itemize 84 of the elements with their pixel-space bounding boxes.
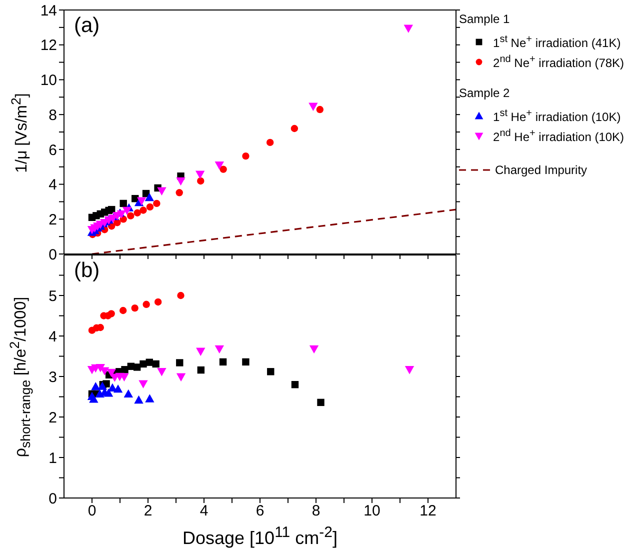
legend-label: 2$^{nd}$ Ne$^{+}$ irradiation (78K) xyxy=(493,54,624,70)
point xyxy=(153,200,160,208)
point xyxy=(131,304,138,312)
x-tick-label: 2 xyxy=(144,502,152,520)
point xyxy=(154,298,162,306)
point xyxy=(157,368,166,376)
point xyxy=(291,381,299,388)
y-tick-label: 14 xyxy=(40,2,57,20)
point xyxy=(220,166,227,173)
point xyxy=(108,310,115,318)
y-tick-label: 10 xyxy=(40,72,57,90)
point xyxy=(152,360,160,368)
y-tick-label: 8 xyxy=(48,106,57,124)
point xyxy=(121,366,128,374)
point xyxy=(214,345,224,354)
point xyxy=(290,124,298,132)
point xyxy=(120,200,127,208)
point xyxy=(146,203,154,211)
point xyxy=(89,394,98,403)
x-axis-title: Dosage [10$^{11}$ cm$^{-2}$] xyxy=(181,524,338,549)
y-tick-label: 0 xyxy=(48,490,57,508)
legend-label: 1$^{st}$ He$^{+}$ irradiation (10K) xyxy=(493,108,621,124)
point xyxy=(267,368,274,376)
legend-label: 1$^{st}$ Ne$^{+}$ irradiation (41K) xyxy=(493,34,621,50)
y-tick-label: 3 xyxy=(48,368,57,386)
point xyxy=(197,177,204,185)
point xyxy=(176,189,183,196)
point xyxy=(404,24,413,33)
point xyxy=(177,292,184,300)
x-tick-label: 6 xyxy=(256,502,264,520)
text: Sample 2 xyxy=(459,86,511,102)
point xyxy=(133,364,141,371)
point xyxy=(136,197,146,206)
point xyxy=(176,373,186,382)
y-tick-label: 4 xyxy=(48,328,57,346)
point xyxy=(140,206,147,214)
point xyxy=(316,106,324,114)
point xyxy=(196,348,206,356)
text: Sample 1 xyxy=(459,12,511,28)
y-tick-label: 5 xyxy=(48,288,57,305)
point xyxy=(144,192,154,202)
point xyxy=(219,358,227,366)
legend-label: 2$^{nd}$ He$^{+}$ irradiation (10K) xyxy=(493,128,624,144)
point xyxy=(404,366,414,374)
y-tick-label: 2 xyxy=(48,211,57,228)
x-tick-label: 10 xyxy=(364,502,380,520)
point xyxy=(197,366,205,374)
point xyxy=(317,398,324,406)
x-tick-label: 8 xyxy=(312,502,320,520)
point xyxy=(138,380,148,388)
point xyxy=(195,170,205,179)
chart-title: (b) xyxy=(74,259,100,283)
y-tick-label: 0 xyxy=(48,246,57,264)
y-tick-label: 1 xyxy=(48,450,57,467)
point xyxy=(108,206,116,214)
point xyxy=(122,206,132,216)
point xyxy=(124,389,133,398)
point xyxy=(134,395,144,404)
point xyxy=(145,394,154,402)
point xyxy=(266,138,274,146)
point xyxy=(134,209,141,216)
point xyxy=(242,152,250,160)
y-tick-label: 6 xyxy=(48,142,57,159)
point xyxy=(127,212,134,220)
point xyxy=(108,383,118,392)
legend-label: Charged Impurity xyxy=(495,163,588,177)
x-tick-label: 4 xyxy=(200,502,208,520)
point xyxy=(113,384,123,393)
y-tick-label: 12 xyxy=(40,37,57,54)
chart-title: (a) xyxy=(74,14,100,38)
point xyxy=(157,187,166,196)
x-tick-label: 12 xyxy=(420,502,436,520)
point xyxy=(309,345,319,354)
point xyxy=(119,306,127,314)
point xyxy=(242,358,250,366)
point xyxy=(214,162,224,170)
y-tick-label: 2 xyxy=(48,409,57,426)
point xyxy=(176,359,184,366)
y-tick-label: 4 xyxy=(48,176,57,194)
x-tick-label: 0 xyxy=(88,502,96,520)
point xyxy=(114,219,121,226)
point xyxy=(176,177,186,186)
point xyxy=(142,300,150,308)
point xyxy=(308,102,318,111)
